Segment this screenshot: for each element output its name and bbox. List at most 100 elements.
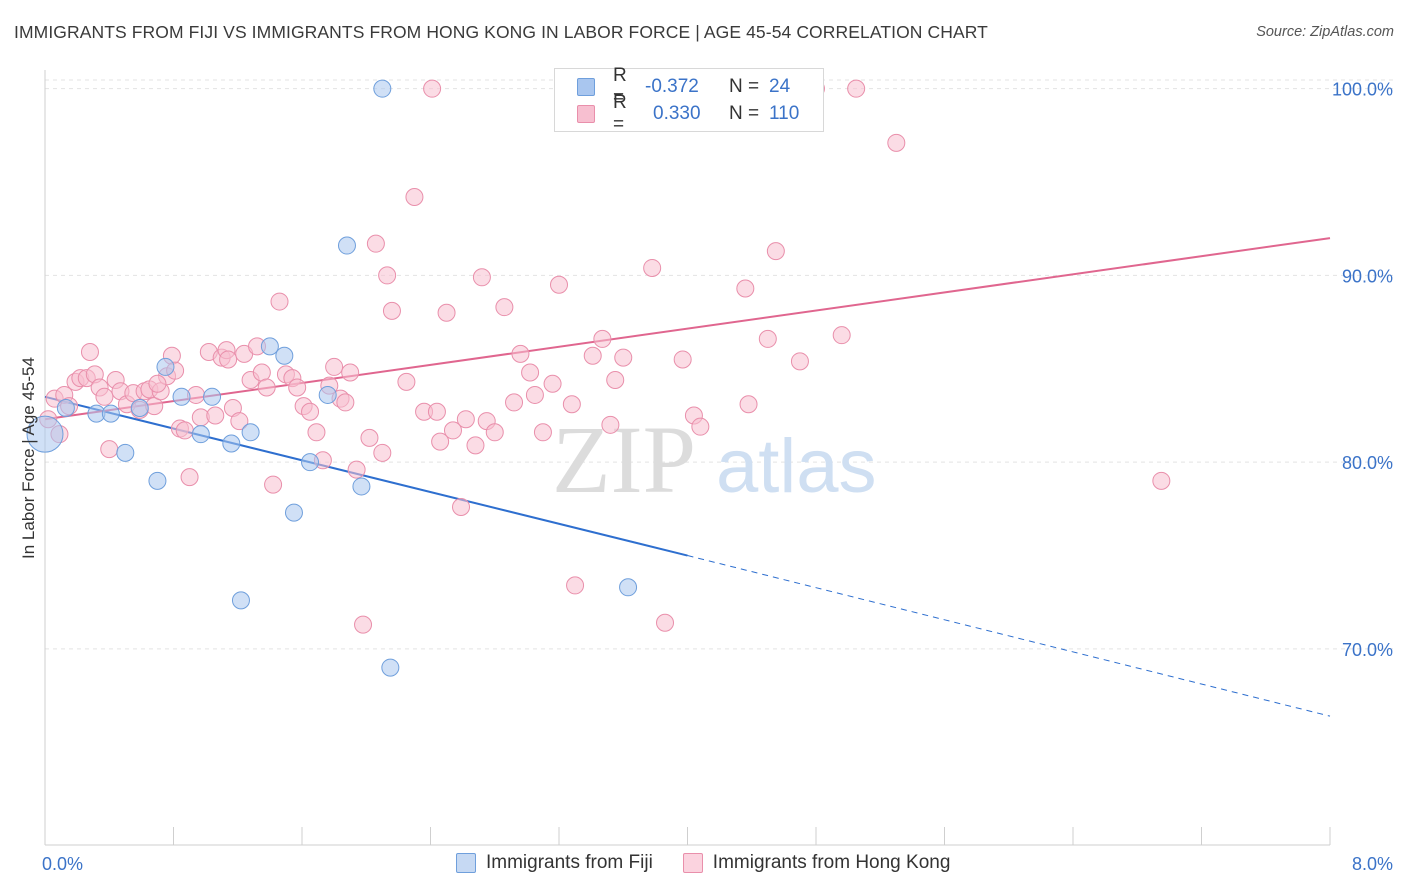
- data-point-hong-kong: [452, 497, 471, 516]
- data-point-fiji: [275, 346, 294, 365]
- data-point-fiji: [56, 399, 75, 418]
- n-label: N =: [729, 103, 760, 124]
- data-point-hong-kong: [373, 443, 392, 462]
- data-point-hong-kong: [360, 428, 379, 447]
- data-point-hong-kong: [766, 242, 785, 261]
- data-point-hong-kong: [521, 363, 540, 382]
- legend-item-fiji[interactable]: Immigrants from Fiji: [456, 852, 653, 874]
- data-point-hong-kong: [397, 372, 416, 391]
- n-value: 110: [769, 103, 800, 124]
- data-point-hong-kong: [758, 329, 777, 348]
- data-point-hong-kong: [601, 415, 620, 434]
- data-point-hong-kong: [80, 342, 99, 361]
- axes: [44, 70, 1331, 846]
- data-point-hong-kong: [656, 613, 675, 632]
- data-point-hong-kong: [456, 410, 475, 429]
- r-label: R =: [613, 65, 627, 108]
- watermark-atlas: atlas: [716, 424, 877, 509]
- data-point-hong-kong: [525, 385, 544, 404]
- stats-legend-row-hong-kong: R = 0.330 N = 110: [577, 92, 800, 135]
- data-point-hong-kong: [288, 378, 307, 397]
- data-point-hong-kong: [347, 460, 366, 479]
- data-point-hong-kong: [257, 378, 276, 397]
- source-credit: Source: ZipAtlas.com: [1256, 24, 1394, 40]
- y-tick-label: 90.0%: [1342, 266, 1393, 286]
- data-point-hong-kong: [832, 326, 851, 345]
- data-point-fiji: [26, 415, 64, 453]
- data-point-hong-kong: [691, 417, 710, 436]
- data-point-fiji: [130, 399, 149, 418]
- data-point-hong-kong: [405, 187, 424, 206]
- data-point-hong-kong: [543, 374, 562, 393]
- data-point-fiji: [101, 404, 120, 423]
- data-point-hong-kong: [423, 79, 442, 98]
- data-point-hong-kong: [175, 421, 194, 440]
- data-point-hong-kong: [95, 387, 114, 406]
- data-point-fiji: [301, 453, 320, 472]
- data-points: [26, 79, 1171, 677]
- hong-kong-swatch: [577, 105, 595, 123]
- data-point-hong-kong: [378, 266, 397, 285]
- y-tick-label: 80.0%: [1342, 453, 1393, 473]
- data-point-hong-kong: [354, 615, 373, 634]
- data-point-hong-kong: [533, 423, 552, 442]
- data-point-hong-kong: [431, 432, 450, 451]
- data-point-hong-kong: [443, 421, 462, 440]
- data-point-fiji: [116, 443, 135, 462]
- data-point-hong-kong: [270, 292, 289, 311]
- data-point-fiji: [231, 591, 250, 610]
- data-point-hong-kong: [366, 234, 385, 253]
- legend-label-fiji: Immigrants from Fiji: [486, 852, 653, 873]
- data-point-fiji: [318, 385, 337, 404]
- data-point-fiji: [222, 434, 241, 453]
- data-point-hong-kong: [427, 402, 446, 421]
- n-label: N =: [729, 76, 760, 97]
- data-point-hong-kong: [180, 468, 199, 487]
- data-point-hong-kong: [606, 371, 625, 389]
- y-tick-label: 100.0%: [1332, 80, 1393, 100]
- r-value: 0.330: [653, 103, 701, 124]
- data-point-hong-kong: [736, 279, 755, 298]
- data-point-hong-kong: [887, 133, 906, 152]
- data-point-hong-kong: [252, 363, 271, 382]
- data-point-hong-kong: [219, 350, 238, 369]
- x-tick-label: 0.0%: [42, 854, 83, 874]
- stats-legend: R = -0.372 N = 24 R = 0.330 N = 110: [554, 65, 824, 135]
- y-tick-label: 70.0%: [1342, 640, 1393, 660]
- stats-legend-row-fiji: R = -0.372 N = 24: [577, 65, 791, 108]
- tick-labels: 70.0% 80.0% 90.0% 100.0% 0.0% 8.0%: [42, 80, 1393, 874]
- x-tick-label: 8.0%: [1352, 854, 1393, 874]
- data-point-hong-kong: [739, 395, 758, 414]
- y-axis-label: In Labor Force | Age 45-54: [19, 357, 38, 559]
- data-point-hong-kong: [301, 402, 320, 421]
- n-value: 24: [769, 76, 791, 97]
- fiji-swatch: [577, 78, 595, 96]
- data-point-hong-kong: [466, 436, 485, 455]
- trend-line-fiji: [44, 395, 688, 557]
- data-point-hong-kong: [495, 298, 514, 317]
- data-point-hong-kong: [643, 258, 662, 277]
- data-point-hong-kong: [614, 348, 633, 367]
- data-point-fiji: [156, 357, 175, 376]
- data-point-hong-kong: [472, 268, 491, 287]
- data-point-hong-kong: [264, 475, 283, 494]
- chart-title: IMMIGRANTS FROM FIJI VS IMMIGRANTS FROM …: [14, 22, 988, 42]
- data-point-fiji: [241, 423, 260, 442]
- legend-item-hong-kong[interactable]: Immigrants from Hong Kong: [682, 852, 950, 874]
- hong-kong-legend-swatch: [682, 853, 703, 873]
- data-point-fiji: [337, 236, 356, 255]
- watermark: ZIP atlas: [552, 406, 877, 513]
- data-point-hong-kong: [336, 393, 355, 412]
- data-point-fiji: [260, 337, 279, 356]
- data-point-hong-kong: [325, 357, 344, 376]
- data-point-hong-kong: [485, 423, 504, 442]
- data-point-hong-kong: [307, 423, 326, 442]
- data-point-hong-kong: [437, 303, 456, 322]
- data-point-fiji: [148, 471, 167, 490]
- data-point-hong-kong: [100, 440, 119, 459]
- data-point-fiji: [381, 658, 400, 677]
- data-point-hong-kong: [673, 350, 692, 369]
- data-point-fiji: [619, 578, 638, 597]
- grid-lines: [45, 79, 1393, 650]
